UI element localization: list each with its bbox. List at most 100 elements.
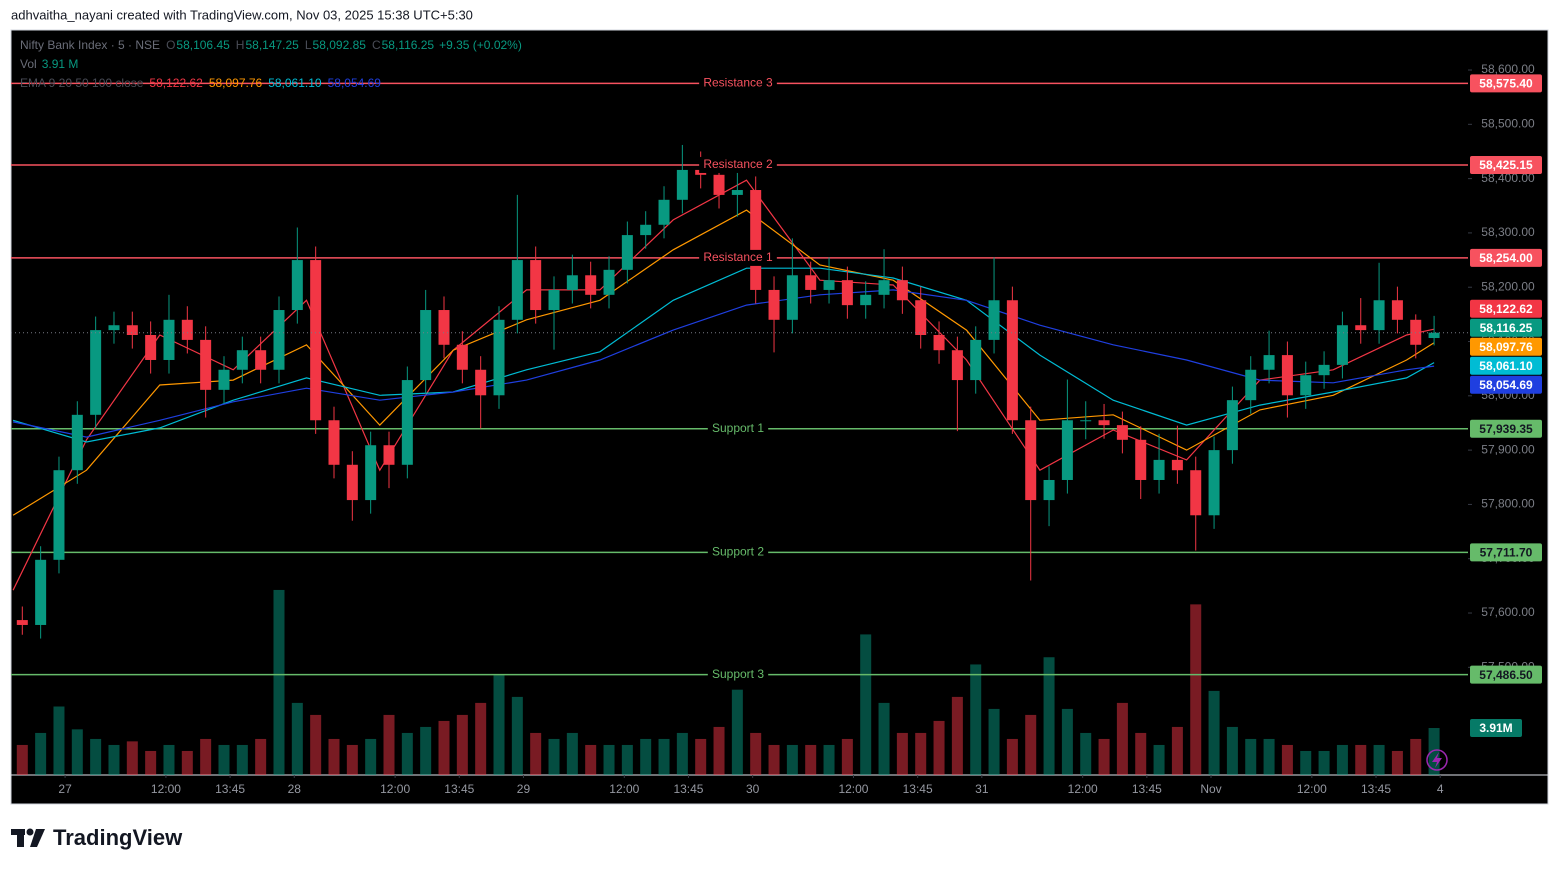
volume-bar <box>1226 726 1238 775</box>
overlay-layer: 57,500.0057,600.0057,700.0057,800.0057,9… <box>11 38 1542 796</box>
volume-bar <box>548 738 560 775</box>
x-tick-label: Nov <box>1200 782 1221 796</box>
volume-bar <box>676 732 688 775</box>
level-tag <box>1470 543 1542 562</box>
level-label: Support 2 <box>712 545 764 559</box>
volume-bar <box>1428 728 1440 775</box>
x-tick-label: 27 <box>58 782 72 796</box>
volume-bar <box>475 702 487 775</box>
volume-bar <box>841 738 853 775</box>
candle-body <box>1428 332 1440 339</box>
candle-body <box>35 559 47 625</box>
y-tick-label: 58,400.00 <box>1481 171 1535 185</box>
candle-body <box>365 445 377 501</box>
x-tick-label: 12:00 <box>1297 782 1327 796</box>
candle-body <box>511 260 523 320</box>
candle-body <box>915 300 927 336</box>
volume-bar <box>878 702 890 775</box>
volume-bar <box>585 744 597 775</box>
candle-body <box>90 330 102 415</box>
price-tag <box>1470 299 1542 318</box>
y-tick-label: 57,900.00 <box>1481 442 1535 456</box>
ma-legend: EMA 9 20 50 100 close 58,122.62 58,097.76 5… <box>20 76 381 90</box>
volume-bar <box>860 634 872 775</box>
volume-bar <box>420 726 432 775</box>
candle-body <box>805 275 817 290</box>
candle-body <box>1061 420 1073 480</box>
ma-legend-value: 58,054.69 <box>328 76 382 90</box>
volume-bar <box>493 675 505 775</box>
volume-bar <box>200 738 212 775</box>
y-tick-label: 58,300.00 <box>1481 225 1535 239</box>
volume-bar <box>1190 604 1202 775</box>
ohlc-value: 58,116.25 <box>382 38 435 52</box>
volume-bar <box>603 744 615 775</box>
candle-body <box>1153 459 1165 480</box>
volume-bar <box>1410 738 1422 775</box>
candle-body <box>200 339 212 390</box>
candle-body <box>126 325 138 336</box>
volume-bar <box>346 744 358 775</box>
volume-bar <box>621 744 633 775</box>
x-tick-label: 13:45 <box>444 782 474 796</box>
candle-body <box>16 620 28 625</box>
candle-body <box>786 275 798 320</box>
candle-body <box>566 275 578 290</box>
candle-body <box>548 289 560 311</box>
level-label-bg <box>707 544 769 561</box>
candle-body <box>420 310 432 381</box>
x-tick-label: 12:00 <box>609 782 639 796</box>
volume-bar <box>1373 744 1385 775</box>
volume-bar <box>511 696 523 775</box>
candle-body <box>970 339 982 381</box>
ohlc-key: C <box>372 38 381 52</box>
x-tick-label: 12:00 <box>838 782 868 796</box>
volume-bar <box>1171 726 1183 775</box>
price-tag <box>1470 356 1542 375</box>
chart-title: Nifty Bank Index · 5 · NSE <box>20 38 160 52</box>
volume-bar <box>145 750 157 775</box>
volume-bar <box>933 720 945 775</box>
volume-bar <box>401 732 413 775</box>
x-tick-label: 13:45 <box>673 782 703 796</box>
alert-icon[interactable] <box>1426 749 1448 771</box>
volume-bar <box>566 732 578 775</box>
candle-body <box>438 310 450 345</box>
price-tag <box>1470 375 1542 394</box>
volume-bar <box>988 708 1000 775</box>
level-tag <box>1470 665 1542 684</box>
x-tick-label: 13:45 <box>903 782 933 796</box>
volume-bar <box>310 714 322 775</box>
attribution: adhvaitha_nayani created with TradingVie… <box>11 7 473 22</box>
volume-bar <box>1061 708 1073 775</box>
y-tick-label: 58,600.00 <box>1481 62 1535 76</box>
x-tick-label: 13:45 <box>1132 782 1162 796</box>
ohlc-key: O <box>166 38 175 52</box>
candle-body <box>1336 325 1348 365</box>
candle-body <box>1043 479 1055 501</box>
volume-bar <box>896 732 908 775</box>
candle-body <box>603 269 615 295</box>
x-tick-label: 13:45 <box>1361 782 1391 796</box>
candle-body <box>1025 420 1037 501</box>
x-tick-label: 30 <box>746 782 760 796</box>
volume-bar <box>1391 750 1403 775</box>
volume-bar <box>291 702 303 775</box>
volume-legend-value: 3.91 M <box>42 57 79 71</box>
x-tick-label: 29 <box>517 782 531 796</box>
candle-body <box>1263 355 1275 370</box>
x-tick-label: 13:45 <box>215 782 245 796</box>
volume-bar <box>805 744 817 775</box>
candle-body <box>1171 459 1183 471</box>
volume-bar <box>35 732 47 775</box>
volume-bar <box>255 738 267 775</box>
candle-body <box>291 260 303 311</box>
ohlc-value: 58,147.25 <box>245 38 299 52</box>
volume-bar <box>383 714 395 775</box>
volume-bar <box>1208 690 1220 775</box>
change-value: +9.35 (+0.02%) <box>439 38 522 52</box>
candle-body <box>731 190 743 195</box>
candle-body <box>181 319 193 340</box>
volume-bar <box>1336 744 1348 775</box>
